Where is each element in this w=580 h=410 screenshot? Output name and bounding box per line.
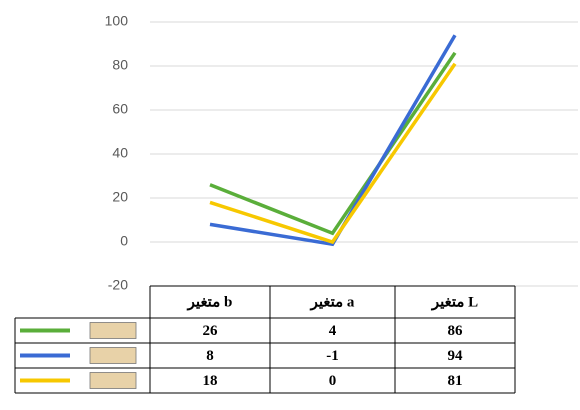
series-line — [209, 51, 457, 236]
table-cell: 18 — [203, 373, 218, 389]
y-tick-label: -20 — [108, 277, 128, 293]
series-line — [209, 62, 457, 245]
y-tick-label: 60 — [112, 101, 128, 117]
table-cell: 94 — [448, 348, 464, 364]
table-cell: 26 — [203, 323, 219, 339]
y-tick-label: 100 — [105, 13, 129, 29]
table-cell: 4 — [329, 323, 337, 339]
table-header: متغیر b — [187, 294, 233, 310]
table-header: متغیر L — [431, 294, 478, 310]
table-cell: -1 — [326, 348, 339, 364]
legend-swatch — [89, 372, 137, 389]
table-cell: 81 — [448, 373, 463, 389]
y-tick-label: 20 — [112, 189, 128, 205]
y-tick-label: 80 — [112, 57, 128, 73]
table-cell: 0 — [329, 373, 337, 389]
series-line — [209, 34, 457, 247]
table-cell: 86 — [448, 323, 464, 339]
legend-swatch — [89, 347, 137, 364]
table-cell: 8 — [206, 348, 214, 364]
legend-swatch — [89, 322, 137, 339]
y-tick-label: 0 — [120, 233, 128, 249]
table-header: متغیر a — [310, 294, 355, 310]
y-tick-label: 40 — [112, 145, 128, 161]
